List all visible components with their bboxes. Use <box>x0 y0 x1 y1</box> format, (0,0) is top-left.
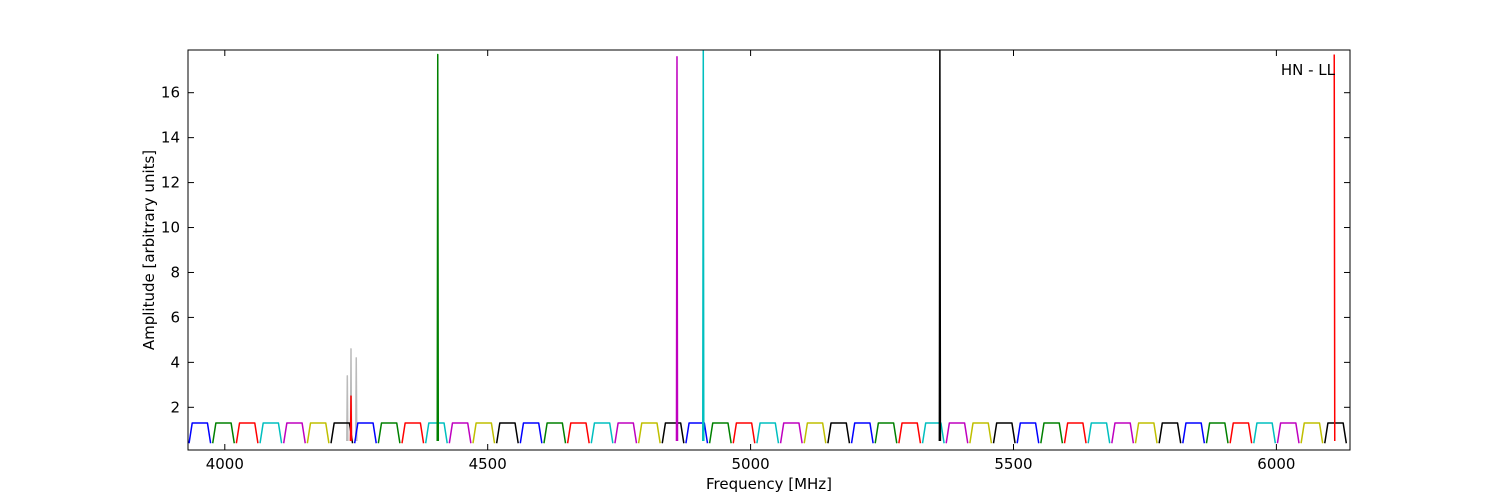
spectrum-line <box>259 422 1277 444</box>
y-tick-label: 2 <box>170 398 180 416</box>
spectrum-line <box>235 422 1253 444</box>
x-axis-label: Frequency [MHz] <box>706 475 832 493</box>
y-tick-label: 6 <box>170 308 180 326</box>
spectrum-line <box>188 422 1206 444</box>
x-tick-label: 4000 <box>206 455 244 473</box>
y-tick-label: 4 <box>170 353 180 371</box>
spectrum-line <box>349 54 1336 442</box>
spectrum-line <box>702 50 705 442</box>
x-tick-label: 5000 <box>732 455 770 473</box>
plot-area <box>188 50 1348 444</box>
y-tick-label: 8 <box>170 263 180 281</box>
annotation: HN - LL <box>1281 61 1336 79</box>
spectrum-line <box>211 422 1229 444</box>
y-axis-label: Amplitude [arbitrary units] <box>140 150 158 350</box>
y-tick-label: 14 <box>161 129 180 147</box>
y-tick-label: 16 <box>161 84 180 102</box>
x-tick-label: 4500 <box>469 455 507 473</box>
x-tick-label: 6000 <box>1257 455 1295 473</box>
spectrum-line <box>330 422 1348 444</box>
y-tick-label: 12 <box>161 174 180 192</box>
x-tick-label: 5500 <box>994 455 1032 473</box>
spectrum-line <box>306 422 1324 444</box>
y-tick-label: 10 <box>161 219 180 237</box>
axes-frame <box>187 49 1351 451</box>
spectrum-line <box>675 55 679 442</box>
spectrum-line <box>436 53 440 442</box>
spectrum-line <box>282 422 1300 444</box>
spectrum-line <box>938 50 942 442</box>
